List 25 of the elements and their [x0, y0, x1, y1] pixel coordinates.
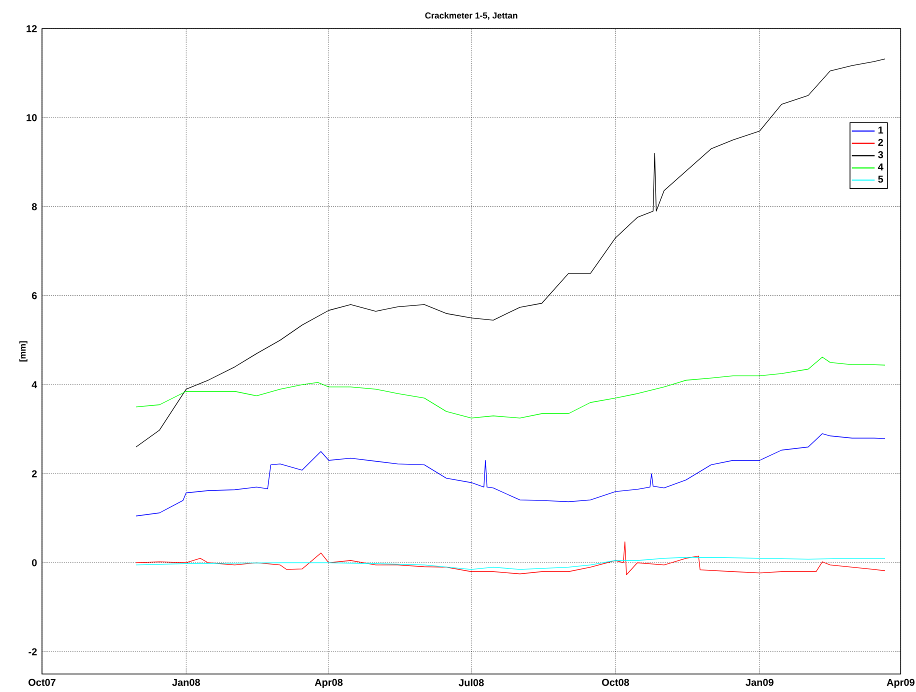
y-axis-title: [mm]: [19, 341, 28, 362]
legend-label: 4: [878, 163, 884, 170]
legend-label: 5: [878, 176, 884, 183]
x-tick-label: Apr09: [886, 678, 914, 688]
x-tick-label: Apr08: [314, 678, 343, 688]
line-series: [136, 58, 886, 448]
y-tick-label: -2: [28, 648, 37, 656]
legend-label: 2: [878, 138, 884, 146]
x-tick-label: Oct08: [602, 678, 630, 686]
line-series: [136, 433, 886, 516]
y-tick-label: 8: [32, 203, 37, 210]
chart-title: Crackmeter 1-5, Jettan: [425, 12, 518, 20]
y-tick-label: 0: [32, 559, 37, 566]
line-series: [136, 557, 886, 570]
x-tick-label: Jan08: [172, 678, 200, 686]
legend-label: 3: [878, 151, 884, 158]
y-tick-label: 12: [26, 25, 37, 32]
y-tick-label: 10: [26, 114, 37, 122]
y-tick-label: 4: [32, 381, 38, 388]
x-tick-label: Oct07: [28, 678, 56, 686]
x-tick-label: Jul08: [458, 678, 484, 686]
y-tick-label: 2: [32, 470, 37, 478]
legend-label: 1: [878, 126, 884, 134]
x-tick-label: Jan09: [746, 678, 774, 686]
y-tick-label: 6: [32, 292, 37, 300]
